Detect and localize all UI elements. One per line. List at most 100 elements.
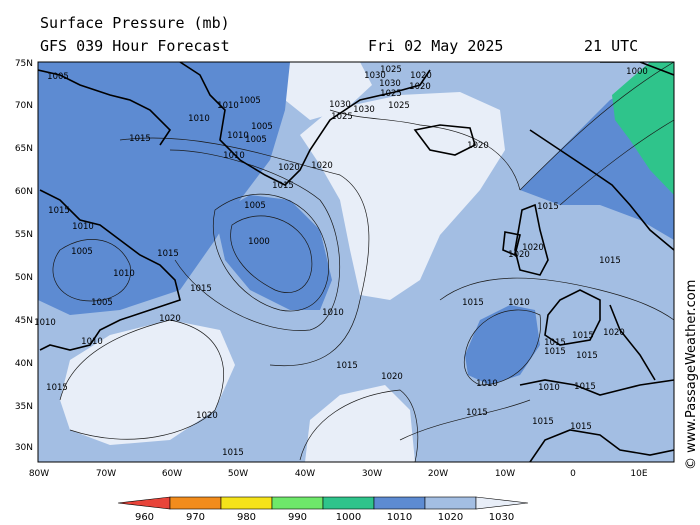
isobar-label: 1010	[81, 337, 103, 347]
isobar-label: 1030	[364, 71, 386, 81]
isobar-label: 1000	[626, 67, 648, 77]
legend-label: 970	[186, 512, 205, 523]
isobar-label: 1015	[272, 181, 294, 191]
legend-swatch	[117, 496, 171, 510]
valid-time-label: 21 UTC	[584, 37, 639, 55]
legend-swatch	[373, 496, 426, 510]
legend-swatch	[475, 496, 529, 510]
isobar-label: 1025	[331, 112, 353, 122]
lat-label: 65N	[15, 144, 33, 154]
isobar-label: 1025	[388, 101, 410, 111]
isobar-label: 1015	[46, 383, 68, 393]
lon-label: 0	[570, 469, 576, 479]
lat-label: 70N	[15, 101, 33, 111]
isobar-label: 1025	[380, 65, 402, 75]
lat-label: 45N	[15, 316, 33, 326]
legend-swatch	[322, 496, 375, 510]
isobar-label: 1005	[239, 96, 261, 106]
legend-label: 980	[237, 512, 256, 523]
isobar-label: 1010	[223, 151, 245, 161]
isobar-label: 1020	[381, 372, 403, 382]
isobar-label: 1015	[190, 284, 212, 294]
isobar-label: 1010	[72, 222, 94, 232]
isobar-label: 1010	[538, 383, 560, 393]
low-pressure-area-iberia	[465, 305, 540, 385]
isobar-label: 1010	[217, 101, 239, 111]
isobar-label: 1015	[48, 206, 70, 216]
very-low-pressure-area-scandinavia	[612, 62, 674, 195]
isobar-label: 1015	[462, 298, 484, 308]
lon-label: 30W	[362, 469, 382, 479]
legend-label: 990	[288, 512, 307, 523]
lat-label: 60N	[15, 187, 33, 197]
isobar-label: 1015	[574, 382, 596, 392]
valid-date-label: Fri 02 May 2025	[368, 37, 504, 55]
high-pressure-area-south-central	[305, 385, 415, 462]
legend-swatch	[169, 496, 222, 510]
isobar-label: 1015	[466, 408, 488, 418]
lon-label: 10W	[495, 469, 515, 479]
lat-label: 30N	[15, 443, 33, 453]
isobar-label: 1010	[188, 114, 210, 124]
lat-label: 35N	[15, 402, 33, 412]
isobar-label: 1010	[113, 269, 135, 279]
isobar-label: 1020	[508, 250, 530, 260]
lat-label: 55N	[15, 230, 33, 240]
isobar-label: 1015	[544, 347, 566, 357]
isobar-label: 1015	[599, 256, 621, 266]
isobar-label: 1020	[409, 82, 431, 92]
lon-label: 80W	[29, 469, 49, 479]
copyright-credit: © www.PassageWeather.com	[684, 279, 699, 470]
lon-label: 70W	[96, 469, 116, 479]
legend-label: 1010	[387, 512, 412, 523]
isobar-label: 1015	[537, 202, 559, 212]
isobar-label: 1030	[329, 100, 351, 110]
legend-label: 1030	[489, 512, 514, 523]
isobar-label: 1005	[47, 72, 69, 82]
lat-label: 50N	[15, 273, 33, 283]
isobar-label: 1030	[353, 105, 375, 115]
isobar-label: 1020	[410, 71, 432, 81]
isobar-label: 1005	[244, 201, 266, 211]
isobar-label: 1015	[544, 338, 566, 348]
lat-label: 40N	[15, 359, 33, 369]
map-frame	[37, 61, 675, 463]
legend-swatch	[271, 496, 324, 510]
isobar-label: 1020	[278, 163, 300, 173]
isobar-label: 1030	[379, 79, 401, 89]
isobar-label: 1010	[476, 379, 498, 389]
isobar-label: 1015	[576, 351, 598, 361]
isobar-label: 1010	[227, 131, 249, 141]
surface-pressure-map: 75N 70N 65N 60N 55N 50N 45N 40N 35N 30N …	[15, 59, 675, 479]
high-pressure-area-southwest	[60, 320, 235, 445]
lon-label: 10E	[630, 469, 647, 479]
isobar-label: 1020	[196, 411, 218, 421]
low-pressure-area-central-atlantic	[215, 195, 332, 310]
lat-label: 75N	[15, 59, 33, 69]
high-pressure-area-greenland-north	[285, 62, 372, 120]
legend-label: 960	[135, 512, 154, 523]
legend-swatch	[424, 496, 477, 510]
legend-swatch	[220, 496, 273, 510]
low-pressure-area-labrador-sea	[38, 62, 290, 315]
isobar-label: 1005	[71, 247, 93, 257]
isobar-label: 1015	[572, 331, 594, 341]
lon-label: 20W	[428, 469, 448, 479]
isobar-label: 1015	[129, 134, 151, 144]
lon-label: 60W	[162, 469, 182, 479]
isobar-label: 1015	[532, 417, 554, 427]
lon-label: 40W	[295, 469, 315, 479]
isobar-lines	[52, 62, 674, 462]
isobar-label: 1025	[380, 89, 402, 99]
forecast-model-label: GFS 039 Hour Forecast	[40, 37, 230, 55]
legend-bar	[117, 496, 529, 510]
isobar-label: 1015	[222, 448, 244, 458]
isobar-label: 1000	[248, 237, 270, 247]
isobar-label: 1010	[508, 298, 530, 308]
isobar-label: 1015	[157, 249, 179, 259]
high-pressure-area-east-atlantic	[300, 92, 505, 300]
isobar-label: 1010	[322, 308, 344, 318]
pressure-color-legend: 960 970 980 990 1000 1010 1020 1030	[117, 496, 529, 523]
isobar-label: 1020	[522, 243, 544, 253]
isobar-label: 1015	[570, 422, 592, 432]
